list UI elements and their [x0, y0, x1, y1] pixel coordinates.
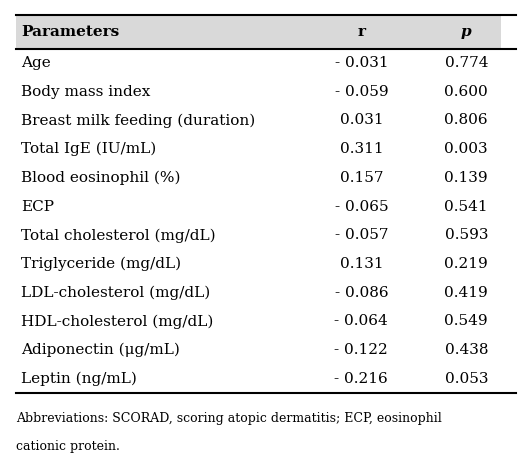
Text: 0.139: 0.139	[445, 171, 488, 185]
Text: 0.131: 0.131	[340, 257, 383, 271]
Text: ECP: ECP	[21, 199, 55, 213]
Text: Adiponectin (μg/mL): Adiponectin (μg/mL)	[21, 343, 180, 357]
Text: Blood eosinophil (%): Blood eosinophil (%)	[21, 171, 181, 185]
Text: Body mass index: Body mass index	[21, 85, 151, 99]
Text: p: p	[461, 25, 472, 39]
Text: 0.549: 0.549	[445, 315, 488, 329]
Text: - 0.057: - 0.057	[334, 228, 388, 242]
Text: 0.806: 0.806	[445, 113, 488, 127]
Text: 0.219: 0.219	[445, 257, 488, 271]
Text: 0.774: 0.774	[445, 56, 488, 70]
Text: 0.053: 0.053	[445, 372, 488, 386]
Text: 0.419: 0.419	[445, 286, 488, 300]
Text: 0.438: 0.438	[445, 343, 488, 357]
Text: LDL-cholesterol (mg/dL): LDL-cholesterol (mg/dL)	[21, 286, 210, 300]
Text: - 0.064: - 0.064	[334, 315, 388, 329]
Text: 0.311: 0.311	[340, 142, 383, 156]
Text: Parameters: Parameters	[21, 25, 120, 39]
Text: 0.157: 0.157	[340, 171, 383, 185]
Text: 0.003: 0.003	[445, 142, 488, 156]
Text: r: r	[357, 25, 365, 39]
Text: cationic protein.: cationic protein.	[16, 439, 120, 452]
Text: Leptin (ng/mL): Leptin (ng/mL)	[21, 372, 137, 386]
Text: Triglyceride (mg/dL): Triglyceride (mg/dL)	[21, 257, 181, 271]
Text: - 0.059: - 0.059	[334, 85, 388, 99]
Text: 0.541: 0.541	[445, 199, 488, 213]
Text: Total cholesterol (mg/dL): Total cholesterol (mg/dL)	[21, 228, 216, 242]
Bar	[16, 15, 516, 48]
Text: 0.593: 0.593	[445, 228, 488, 242]
Text: Breast milk feeding (duration): Breast milk feeding (duration)	[21, 113, 255, 128]
Text: 0.031: 0.031	[340, 113, 383, 127]
Text: Age: Age	[21, 56, 51, 70]
Text: - 0.086: - 0.086	[334, 286, 388, 300]
Text: HDL-cholesterol (mg/dL): HDL-cholesterol (mg/dL)	[21, 314, 214, 329]
Text: - 0.122: - 0.122	[334, 343, 388, 357]
Text: Abbreviations: SCORAD, scoring atopic dermatitis; ECP, eosinophil: Abbreviations: SCORAD, scoring atopic de…	[16, 412, 442, 425]
Text: - 0.065: - 0.065	[334, 199, 388, 213]
Text: - 0.031: - 0.031	[334, 56, 388, 70]
Text: - 0.216: - 0.216	[334, 372, 388, 386]
Text: 0.600: 0.600	[445, 85, 488, 99]
Text: Total IgE (IU/mL): Total IgE (IU/mL)	[21, 142, 157, 157]
